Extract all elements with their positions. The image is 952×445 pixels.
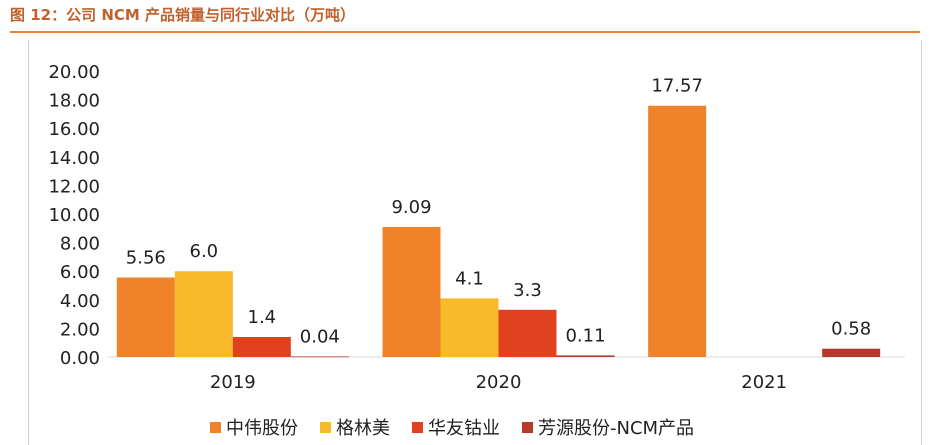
data-label: 6.0 — [190, 241, 219, 262]
x-tick-label: 2019 — [210, 372, 256, 393]
bar-3-2020 — [498, 309, 557, 357]
data-label: 0.11 — [565, 325, 605, 346]
legend-label-fangyuan: 芳源股份-NCM产品 — [538, 418, 695, 439]
bar-1-2019 — [116, 277, 175, 357]
bar-4-2021 — [822, 348, 881, 357]
legend-swatch-zhongwei — [210, 421, 221, 433]
chart-title: 图 12：公司 NCM 产品销量与同行业对比（万吨） — [10, 6, 356, 24]
legend-swatch-huayou — [412, 421, 423, 433]
bar-1-2021 — [648, 105, 707, 358]
bar-3-2019 — [232, 336, 291, 357]
y-tick-label: 16.00 — [48, 119, 100, 140]
y-tick-label: 6.00 — [60, 262, 100, 283]
bar-4-2019 — [290, 356, 349, 358]
data-label: 9.09 — [391, 197, 431, 218]
y-tick-label: 4.00 — [60, 291, 100, 312]
y-tick-label: 14.00 — [48, 148, 100, 169]
data-label: 0.04 — [300, 326, 340, 347]
data-label: 17.57 — [651, 76, 703, 97]
title-divider — [10, 31, 920, 33]
x-tick-label: 2021 — [741, 372, 787, 393]
x-tick-label: 2020 — [476, 372, 522, 393]
chart-legend: 中伟股份 格林美 华友钴业 芳源股份-NCM产品 — [210, 414, 694, 440]
y-tick-label: 18.00 — [48, 91, 100, 112]
legend-swatch-gem — [320, 421, 331, 433]
legend-item-huayou: 华友钴业 — [412, 414, 500, 440]
legend-item-gem: 格林美 — [320, 414, 390, 440]
bar-4-2020 — [556, 355, 615, 357]
legend-item-fangyuan: 芳源股份-NCM产品 — [522, 414, 694, 440]
y-tick-label: 8.00 — [60, 234, 100, 255]
legend-label-zhongwei: 中伟股份 — [226, 418, 298, 439]
bar-2-2020 — [440, 298, 499, 357]
data-label: 3.3 — [513, 280, 542, 301]
bar-2-2019 — [174, 271, 233, 357]
legend-item-zhongwei: 中伟股份 — [210, 414, 298, 440]
legend-label-huayou: 华友钴业 — [428, 418, 500, 439]
data-label: 1.4 — [248, 307, 277, 328]
y-tick-label: 10.00 — [48, 205, 100, 226]
bar-1-2020 — [382, 227, 441, 357]
legend-label-gem: 格林美 — [336, 418, 390, 439]
y-tick-label: 2.00 — [60, 319, 100, 340]
chart-frame — [28, 40, 922, 445]
data-label: 0.58 — [831, 319, 871, 340]
data-label: 5.56 — [126, 247, 166, 268]
data-label: 4.1 — [455, 268, 484, 289]
y-tick-label: 12.00 — [48, 176, 100, 197]
y-tick-label: 20.00 — [48, 62, 100, 83]
y-tick-label: 0.00 — [60, 348, 100, 369]
legend-swatch-fangyuan — [522, 421, 533, 433]
